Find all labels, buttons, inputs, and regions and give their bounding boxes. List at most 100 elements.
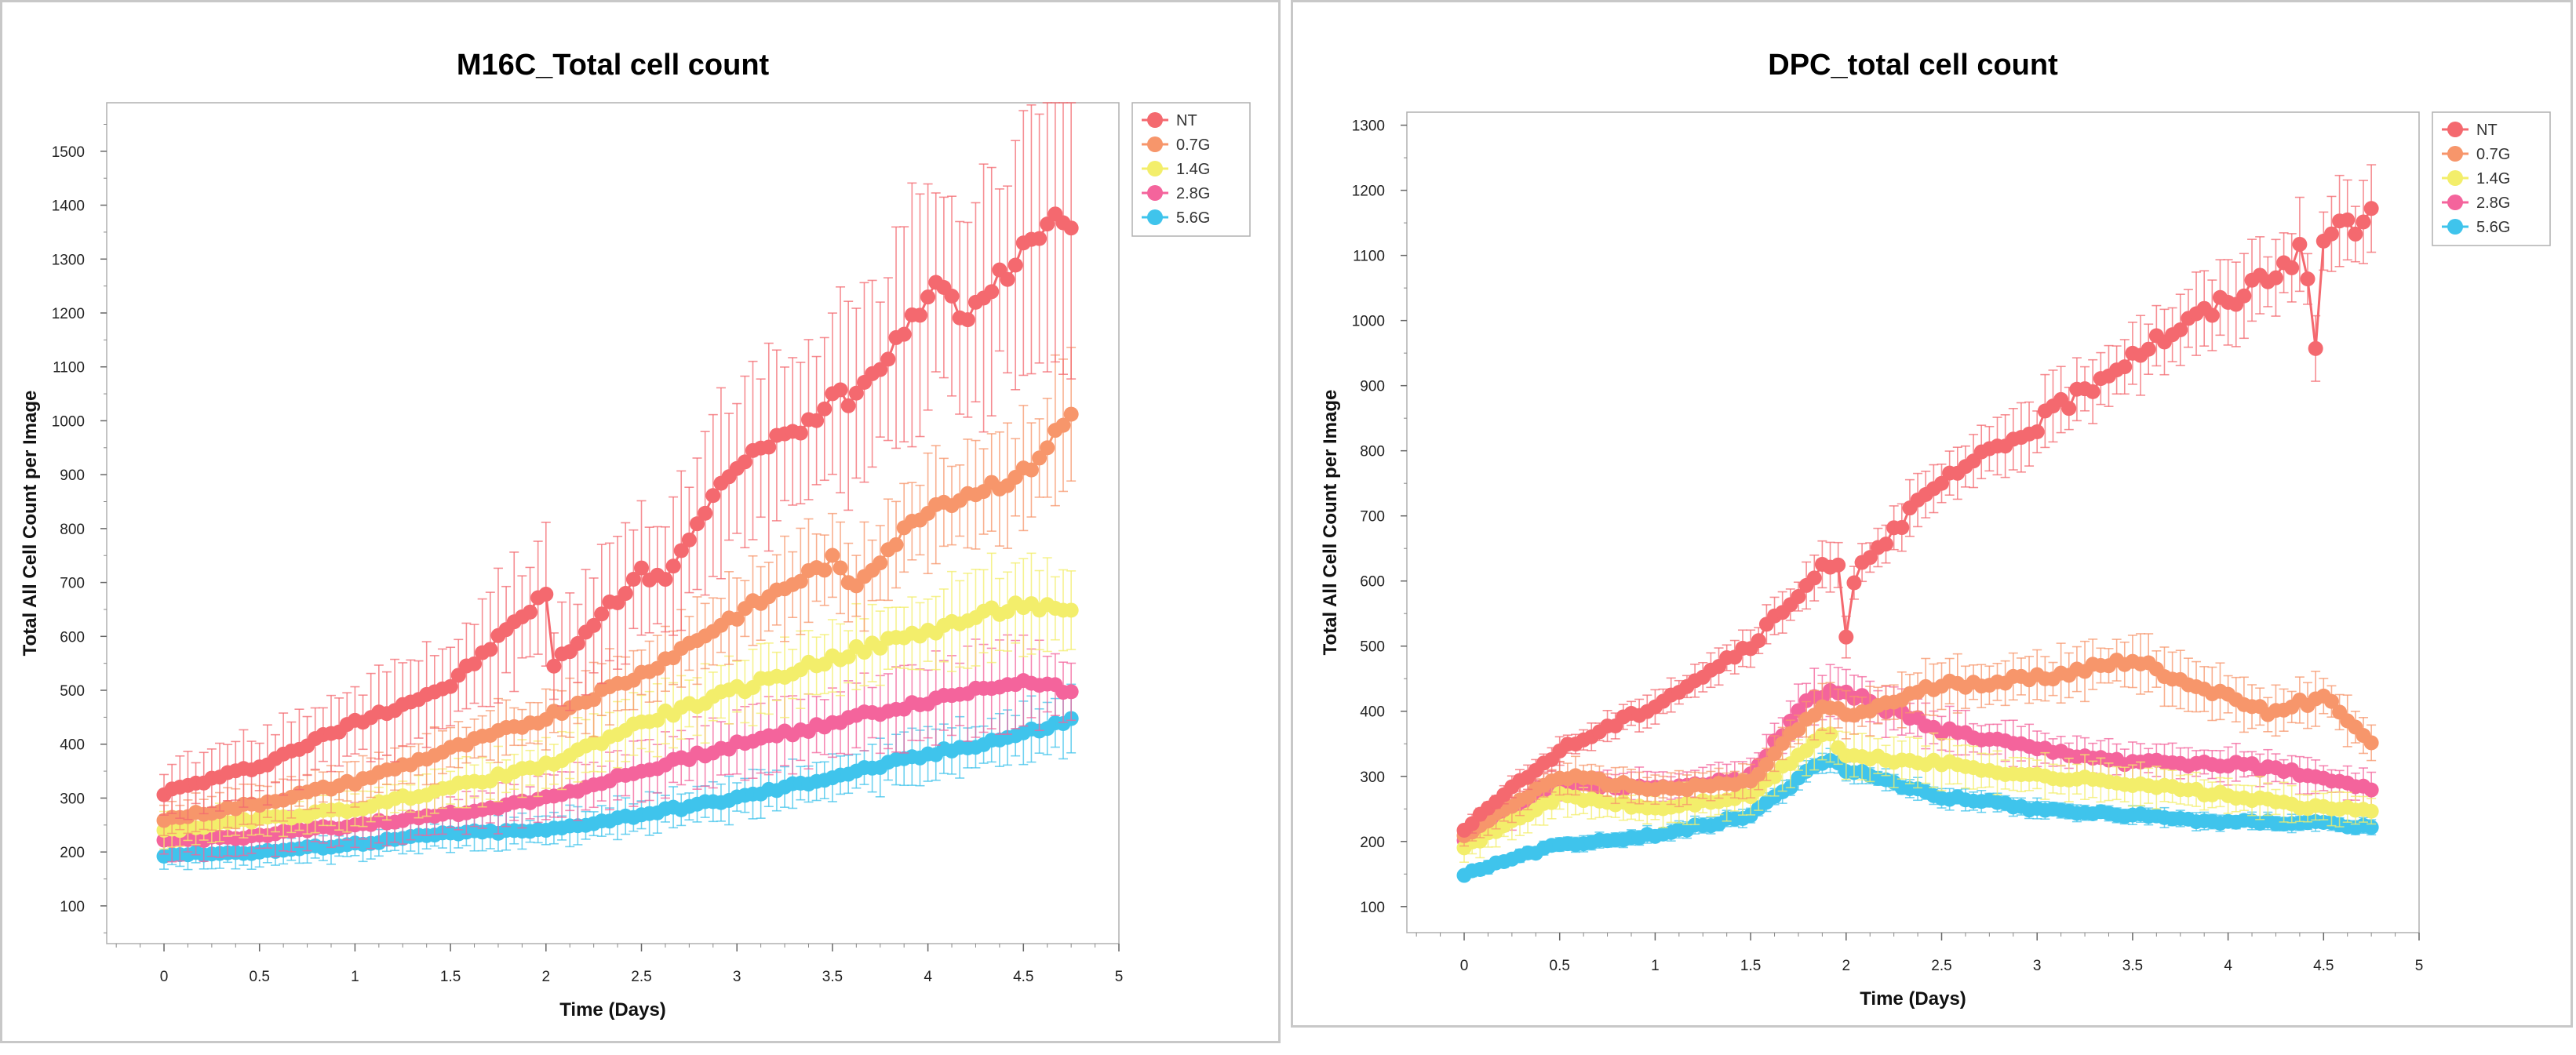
y-tick-label: 200 bbox=[60, 845, 85, 861]
data-point bbox=[1934, 475, 1950, 491]
x-tick-label: 3.5 bbox=[822, 969, 843, 985]
x-tick-label: 1 bbox=[1651, 958, 1660, 974]
data-point bbox=[2300, 271, 2315, 287]
legend-swatch-marker bbox=[1147, 112, 1163, 128]
data-point bbox=[705, 488, 721, 504]
data-point bbox=[698, 505, 713, 521]
data-point bbox=[1063, 602, 1079, 618]
data-point bbox=[896, 326, 912, 342]
y-tick-label: 900 bbox=[1360, 379, 1385, 395]
data-point bbox=[1767, 746, 1783, 762]
series-nt bbox=[1456, 164, 2379, 838]
y-tick-label: 600 bbox=[60, 629, 85, 646]
y-tick-label: 800 bbox=[60, 522, 85, 538]
data-point bbox=[467, 656, 483, 671]
data-point bbox=[792, 425, 808, 441]
legend-label: 0.7G bbox=[2476, 146, 2510, 163]
data-point bbox=[2284, 260, 2300, 275]
legend-swatch-marker bbox=[2447, 122, 2463, 137]
legend-label: 5.6G bbox=[1176, 209, 1210, 227]
data-point bbox=[920, 289, 936, 305]
y-tick-label: 500 bbox=[1360, 639, 1385, 656]
data-point bbox=[1040, 440, 1055, 456]
data-point bbox=[1894, 520, 1910, 536]
data-point bbox=[833, 560, 848, 576]
data-point bbox=[792, 573, 808, 589]
y-tick-label: 1000 bbox=[1352, 314, 1385, 330]
y-tick-label: 400 bbox=[60, 737, 85, 754]
data-point bbox=[443, 678, 458, 694]
y-tick-label: 400 bbox=[1360, 704, 1385, 721]
data-point bbox=[1862, 550, 1878, 566]
data-point bbox=[1032, 450, 1048, 466]
legend-swatch-marker bbox=[1147, 209, 1163, 225]
y-tick-label: 1100 bbox=[1353, 249, 1385, 265]
data-point bbox=[2236, 288, 2252, 304]
data-point bbox=[825, 548, 840, 563]
data-point bbox=[1032, 231, 1048, 246]
data-point bbox=[873, 362, 888, 377]
data-point bbox=[1040, 216, 1055, 232]
data-point bbox=[546, 658, 562, 674]
data-point bbox=[2141, 341, 2156, 357]
y-tick-label: 1100 bbox=[53, 360, 85, 377]
legend-swatch-marker bbox=[2447, 195, 2463, 210]
legend-swatch-marker bbox=[1147, 136, 1163, 152]
data-point bbox=[658, 572, 673, 588]
x-tick-label: 2.5 bbox=[1931, 958, 1951, 974]
data-point bbox=[888, 537, 904, 552]
data-point bbox=[2029, 424, 2045, 440]
data-point bbox=[2363, 201, 2379, 216]
x-tick-label: 2 bbox=[542, 969, 551, 985]
data-point bbox=[761, 439, 777, 455]
chart-title: M16C_Total cell count bbox=[457, 49, 770, 82]
x-tick-label: 4.5 bbox=[1013, 969, 1033, 985]
data-point bbox=[809, 413, 825, 428]
data-point bbox=[586, 692, 602, 708]
x-tick-label: 2.5 bbox=[631, 969, 651, 985]
data-point bbox=[2085, 384, 2101, 399]
data-point bbox=[2061, 401, 2077, 417]
y-tick-label: 300 bbox=[60, 791, 85, 807]
y-tick-label: 800 bbox=[1360, 444, 1385, 460]
data-point bbox=[594, 606, 610, 622]
x-axis: 0 0.5 1 1.5 2 2.5 3 3.5 4 4.5 5 bbox=[1416, 933, 2423, 974]
data-point bbox=[1751, 766, 1766, 782]
x-tick-label: 2 bbox=[1842, 958, 1851, 974]
y-tick-label: 1500 bbox=[52, 144, 85, 161]
x-tick-label: 4 bbox=[924, 969, 932, 985]
data-point bbox=[2268, 270, 2283, 286]
data-point bbox=[665, 558, 681, 574]
data-point bbox=[960, 312, 975, 328]
x-tick-label: 0.5 bbox=[250, 969, 270, 985]
legend-label: 1.4G bbox=[1176, 161, 1210, 178]
data-point bbox=[2356, 214, 2371, 230]
x-tick-label: 5 bbox=[2415, 958, 2424, 974]
data-point bbox=[2308, 340, 2323, 356]
y-tick-label: 1200 bbox=[52, 306, 85, 322]
data-point bbox=[2323, 226, 2339, 242]
legend-swatch-marker bbox=[1147, 185, 1163, 201]
y-tick-label: 700 bbox=[60, 576, 85, 592]
x-tick-label: 1 bbox=[351, 969, 359, 985]
y-tick-label: 700 bbox=[1360, 509, 1385, 526]
data-point bbox=[737, 454, 752, 470]
data-point bbox=[690, 516, 705, 532]
data-point bbox=[1791, 589, 1806, 605]
legend-swatch-marker bbox=[2447, 146, 2463, 162]
data-point bbox=[2117, 359, 2133, 375]
data-point bbox=[848, 385, 864, 401]
data-point bbox=[538, 587, 554, 602]
data-point bbox=[817, 562, 833, 578]
data-point bbox=[2292, 236, 2308, 252]
data-point bbox=[1023, 462, 1039, 478]
legend-label: 5.6G bbox=[2476, 219, 2510, 236]
data-point bbox=[1758, 757, 1774, 773]
data-point bbox=[618, 586, 633, 602]
data-point bbox=[729, 611, 745, 627]
data-point bbox=[840, 649, 856, 664]
legend-label: 1.4G bbox=[2476, 170, 2510, 187]
x-tick-label: 0 bbox=[1460, 958, 1469, 974]
data-point bbox=[1838, 629, 1854, 645]
legend-label: 2.8G bbox=[2476, 195, 2510, 212]
